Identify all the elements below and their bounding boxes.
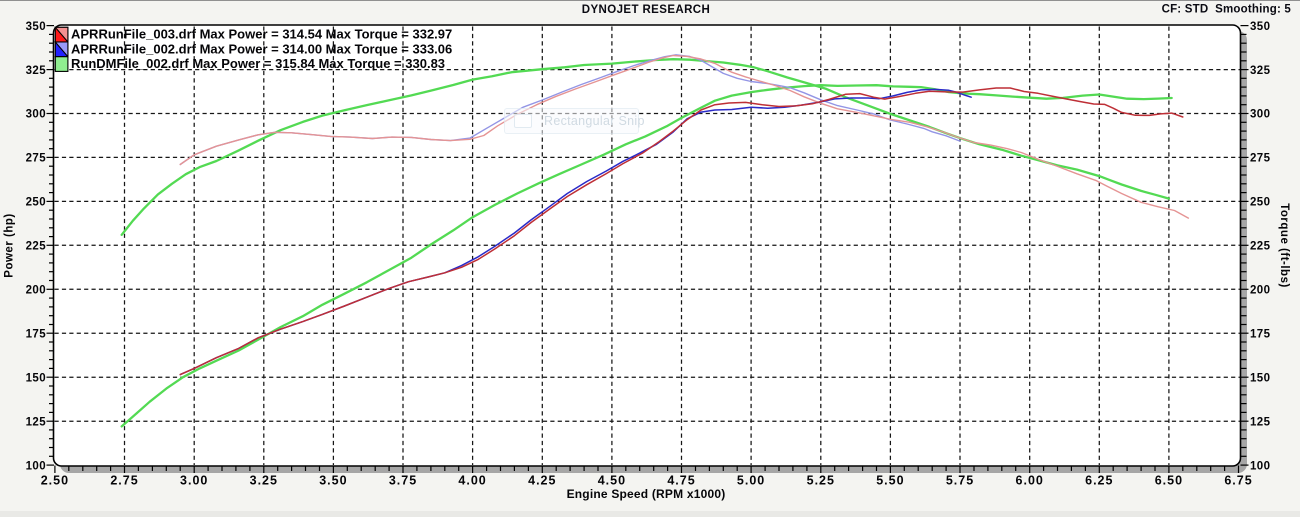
svg-text:2.50: 2.50 bbox=[41, 474, 69, 488]
svg-text:6.25: 6.25 bbox=[1085, 474, 1113, 488]
svg-text:RunDMFile_002.drf Max Power =: RunDMFile_002.drf Max Power = 315.84 Max… bbox=[71, 56, 445, 71]
svg-text:4.50: 4.50 bbox=[598, 474, 626, 488]
svg-text:Power (hp): Power (hp) bbox=[4, 213, 16, 277]
svg-text:APRRunFile_002.drf Max Power =: APRRunFile_002.drf Max Power = 314.00 Ma… bbox=[71, 41, 452, 56]
svg-text:3.00: 3.00 bbox=[180, 474, 208, 488]
svg-text:250: 250 bbox=[26, 197, 46, 209]
svg-text:150: 150 bbox=[1250, 372, 1270, 384]
svg-text:5.00: 5.00 bbox=[737, 474, 765, 488]
svg-text:6.00: 6.00 bbox=[1016, 474, 1044, 488]
svg-text:Torque (ft-lbs): Torque (ft-lbs) bbox=[1278, 203, 1290, 288]
svg-text:Engine Speed (RPM x1000): Engine Speed (RPM x1000) bbox=[567, 487, 726, 501]
svg-text:2.75: 2.75 bbox=[110, 474, 138, 488]
svg-text:3.75: 3.75 bbox=[389, 474, 417, 488]
svg-text:100: 100 bbox=[26, 460, 46, 472]
svg-text:DYNOJET RESEARCH: DYNOJET RESEARCH bbox=[582, 4, 710, 16]
svg-text:175: 175 bbox=[26, 328, 47, 340]
svg-text:200: 200 bbox=[26, 285, 46, 297]
svg-text:325: 325 bbox=[1250, 65, 1271, 77]
svg-text:4.75: 4.75 bbox=[667, 474, 695, 488]
svg-text:3.50: 3.50 bbox=[319, 474, 347, 488]
svg-text:5.25: 5.25 bbox=[807, 474, 835, 488]
svg-text:225: 225 bbox=[26, 241, 47, 253]
svg-text:APRRunFile_003.drf Max Power =: APRRunFile_003.drf Max Power = 314.54 Ma… bbox=[71, 27, 452, 42]
svg-text:250: 250 bbox=[1250, 197, 1270, 209]
svg-text:350: 350 bbox=[26, 21, 46, 33]
svg-text:300: 300 bbox=[1250, 109, 1270, 121]
svg-text:6.75: 6.75 bbox=[1224, 474, 1252, 488]
svg-text:5.50: 5.50 bbox=[876, 474, 904, 488]
svg-text:275: 275 bbox=[26, 153, 47, 165]
svg-text:150: 150 bbox=[26, 372, 46, 384]
svg-text:4.00: 4.00 bbox=[458, 474, 486, 488]
svg-text:100: 100 bbox=[1250, 460, 1270, 472]
svg-text:4.25: 4.25 bbox=[528, 474, 556, 488]
svg-text:3.25: 3.25 bbox=[250, 474, 278, 488]
svg-text:125: 125 bbox=[1250, 416, 1271, 428]
svg-text:300: 300 bbox=[26, 109, 46, 121]
svg-text:125: 125 bbox=[26, 416, 47, 428]
svg-text:175: 175 bbox=[1250, 328, 1271, 340]
svg-text:CF: STD Smoothing: 5: CF: STD Smoothing: 5 bbox=[1162, 4, 1292, 16]
svg-text:275: 275 bbox=[1250, 153, 1271, 165]
svg-text:225: 225 bbox=[1250, 241, 1271, 253]
svg-text:325: 325 bbox=[26, 65, 47, 77]
svg-text:200: 200 bbox=[1250, 285, 1270, 297]
svg-text:6.50: 6.50 bbox=[1155, 474, 1183, 488]
svg-text:350: 350 bbox=[1250, 21, 1270, 33]
svg-text:5.75: 5.75 bbox=[946, 474, 974, 488]
